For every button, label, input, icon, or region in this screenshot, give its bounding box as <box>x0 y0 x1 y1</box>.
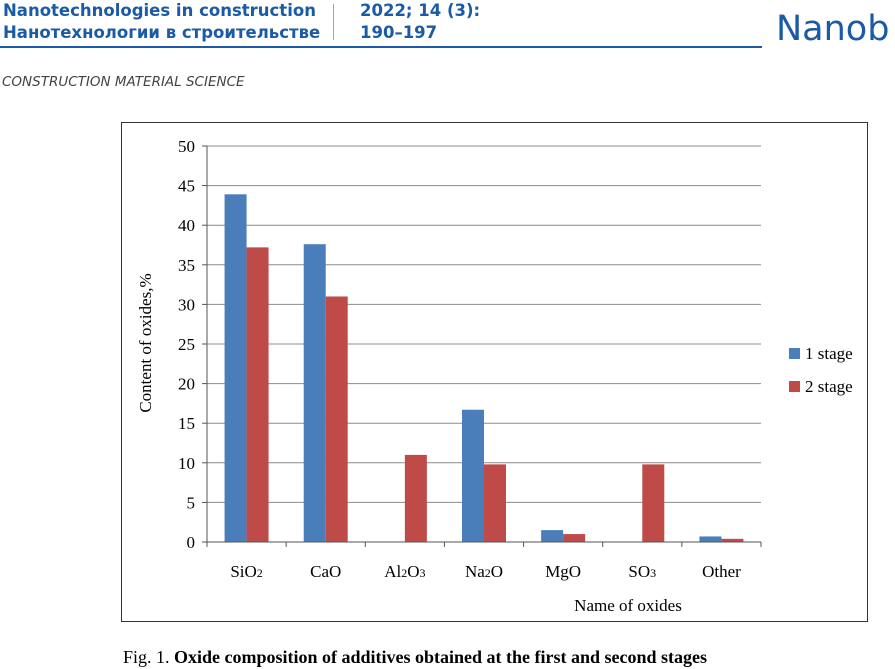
bar-2 <box>563 534 586 542</box>
bar-2 <box>721 538 744 542</box>
y-tick-label: 45 <box>178 177 195 196</box>
bar-2 <box>325 296 348 542</box>
legend-swatch-2 <box>789 381 800 392</box>
y-tick-label: 35 <box>178 256 195 275</box>
issue-block: 2022; 14 (3): 190–197 <box>360 0 480 44</box>
bar-1 <box>699 536 722 542</box>
x-tick-label: Al2O3 <box>384 562 425 581</box>
header-divider <box>333 4 334 40</box>
brand-logo: Nanob <box>776 9 890 49</box>
x-tick-label: Other <box>702 562 741 581</box>
x-tick-label: SiO2 <box>230 562 262 581</box>
bar-1 <box>462 409 484 542</box>
journal-title-en: Nanotechnologies in construction <box>3 1 316 20</box>
y-tick-label: 40 <box>178 216 195 235</box>
y-tick-label: 25 <box>178 335 195 354</box>
y-tick-label: 20 <box>178 375 195 394</box>
x-tick-label: MgO <box>545 562 581 581</box>
bars <box>224 194 744 542</box>
bar-2 <box>246 247 269 542</box>
y-tick-label: 10 <box>178 454 195 473</box>
header-rule <box>0 46 762 48</box>
bar-1 <box>224 194 247 542</box>
x-axis-label: Name of oxides <box>574 596 682 615</box>
y-axis-label: Content of oxides,% <box>136 273 155 412</box>
y-tick-label: 15 <box>178 414 195 433</box>
caption-prefix: Fig. 1. <box>123 647 170 667</box>
caption-text: Oxide composition of additives obtained … <box>174 647 708 667</box>
axes: 0 5 10 15 20 25 30 35 40 45 50 SiO2 CaO Al2O3 Na2O MgO S… <box>136 137 762 615</box>
y-tick-label: 30 <box>178 295 195 314</box>
journal-title-block: Nanotechnologies in construction Нанотех… <box>3 0 320 44</box>
figure-caption: Fig. 1. Oxide composition of additives o… <box>123 647 707 668</box>
legend-label-2: 2 stage <box>805 377 853 396</box>
bar-2 <box>404 454 427 542</box>
y-tick-label: 0 <box>187 533 196 552</box>
legend-label-1: 1 stage <box>805 344 853 363</box>
legend-swatch-1 <box>789 348 800 359</box>
x-tick-label: Na2O <box>465 562 503 581</box>
bar-1 <box>303 244 326 542</box>
bar-2 <box>484 464 506 542</box>
figure-frame <box>121 122 868 622</box>
x-tick-label: SO3 <box>628 562 656 581</box>
journal-title-ru: Нанотехнологии в строительстве <box>3 23 321 42</box>
page-range: 190–197 <box>360 23 438 42</box>
y-tick-label: 50 <box>178 137 195 156</box>
bar-1 <box>541 530 564 542</box>
legend: 1 stage 2 stage <box>789 344 853 396</box>
section-label: CONSTRUCTION MATERIAL SCIENCE <box>2 74 245 90</box>
bar-2 <box>642 464 665 542</box>
issue-info: 2022; 14 (3): <box>360 1 481 20</box>
y-tick-label: 5 <box>187 493 196 512</box>
x-tick-label: CaO <box>310 562 341 581</box>
